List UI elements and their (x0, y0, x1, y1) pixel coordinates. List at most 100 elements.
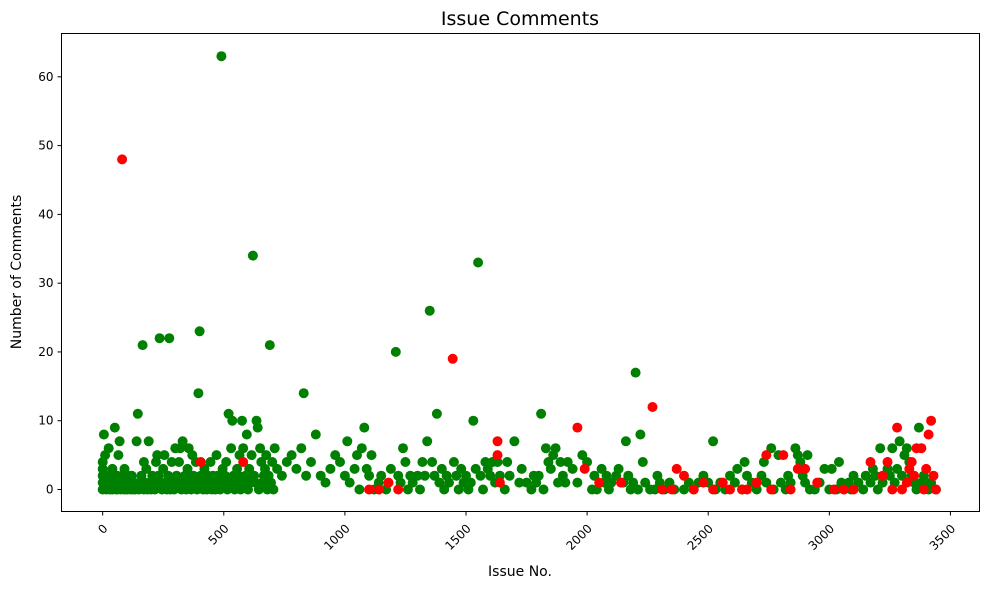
green-point (550, 443, 561, 454)
green-point (298, 388, 309, 399)
green-point (819, 463, 830, 474)
green-point (708, 436, 719, 447)
green-point (419, 470, 430, 481)
y-tick-label: 20 (38, 345, 53, 359)
green-point (164, 333, 175, 344)
green-point (131, 436, 142, 447)
green-point (630, 367, 641, 378)
green-point (606, 477, 617, 488)
red-point (928, 470, 939, 481)
green-point (444, 477, 454, 488)
green-point (913, 422, 924, 433)
green-point (241, 429, 252, 440)
green-point (398, 443, 408, 454)
green-point (177, 436, 188, 447)
chart-title: Issue Comments (441, 8, 599, 30)
green-point (465, 477, 476, 488)
green-point (492, 457, 503, 467)
red-point (572, 422, 583, 433)
red-point (725, 484, 735, 495)
red-point (812, 477, 823, 488)
green-point (502, 457, 513, 467)
green-point (221, 457, 232, 467)
green-point (306, 457, 316, 467)
green-point (342, 436, 353, 447)
red-point (778, 450, 789, 461)
green-point (785, 477, 796, 488)
green-point (514, 477, 525, 488)
green-point (344, 477, 355, 488)
red-point (492, 450, 503, 461)
red-point (657, 484, 668, 495)
green-point (354, 484, 365, 495)
red-point (492, 436, 503, 447)
green-point (400, 457, 411, 467)
green-point (296, 443, 307, 454)
green-point (227, 415, 238, 426)
y-axis-label: Number of Comments (9, 195, 25, 350)
green-point (633, 484, 643, 495)
red-point (717, 477, 728, 488)
green-point (159, 450, 170, 461)
green-point (802, 450, 813, 461)
green-point (555, 457, 566, 467)
green-point (858, 484, 869, 495)
green-point (267, 457, 278, 467)
green-point (325, 463, 336, 474)
green-point (103, 443, 114, 454)
green-point (276, 470, 287, 481)
red-point (877, 470, 888, 481)
green-point (364, 470, 375, 481)
green-point (233, 470, 244, 481)
green-point (567, 463, 578, 474)
green-point (485, 470, 496, 481)
green-point (751, 484, 762, 495)
green-point (545, 463, 556, 474)
red-point (923, 429, 934, 440)
green-point (553, 477, 563, 488)
green-point (137, 340, 148, 351)
green-point (870, 470, 881, 481)
red-point (494, 477, 505, 488)
red-point (838, 484, 849, 495)
green-point (114, 436, 125, 447)
green-point (194, 326, 205, 337)
green-point (246, 450, 257, 461)
green-point (478, 484, 488, 495)
green-point (473, 257, 484, 268)
red-point (785, 484, 796, 495)
green-point (366, 450, 377, 461)
green-point (390, 346, 401, 357)
red-point (916, 443, 927, 454)
green-point (247, 250, 258, 261)
green-point (264, 340, 275, 351)
green-point (499, 484, 510, 495)
red-point (117, 154, 128, 165)
green-point (729, 477, 740, 488)
green-point (468, 415, 479, 426)
green-point (516, 463, 527, 474)
red-point (688, 484, 699, 495)
red-point (666, 484, 677, 495)
red-point (671, 463, 682, 474)
green-point (834, 457, 844, 467)
red-point (698, 477, 709, 488)
green-point (193, 388, 204, 399)
green-point (761, 477, 772, 488)
red-point (800, 463, 811, 474)
green-point (894, 436, 905, 447)
red-point (393, 484, 404, 495)
green-point (538, 484, 549, 495)
green-point (216, 51, 227, 62)
green-point (540, 443, 551, 454)
green-point (766, 443, 777, 454)
green-point (301, 470, 312, 481)
red-point (447, 353, 458, 364)
green-point (252, 422, 263, 433)
red-point (865, 457, 876, 467)
green-point (349, 463, 360, 474)
green-point (237, 415, 247, 426)
red-point (901, 477, 912, 488)
green-point (875, 443, 886, 454)
green-point (448, 457, 459, 467)
